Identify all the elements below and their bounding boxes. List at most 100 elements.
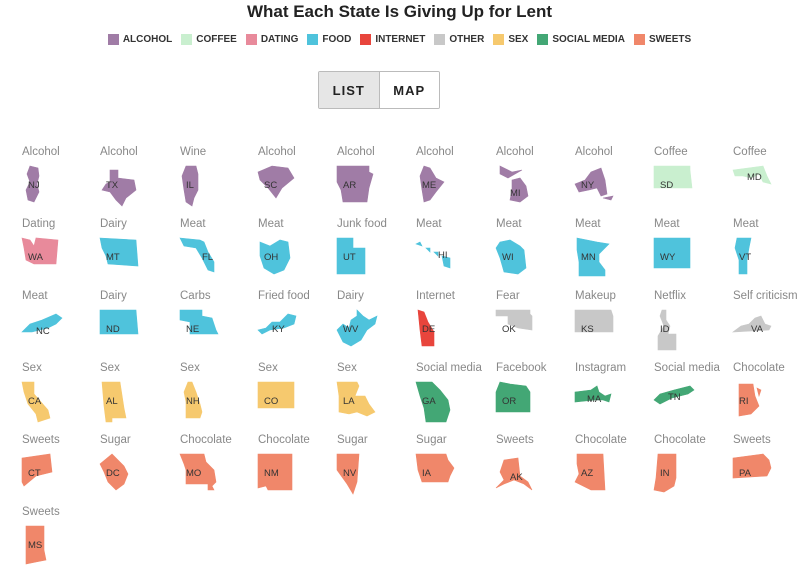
state-cell-sc[interactable]: Alcohol SC	[257, 146, 336, 216]
state-cell-id[interactable]: Netflix ID	[654, 290, 732, 360]
state-shape-container	[653, 453, 677, 493]
state-cell-ne[interactable]: Carbs NE	[179, 290, 258, 360]
state-cell-nj[interactable]: Alcohol NJ	[22, 146, 100, 216]
map-view-button[interactable]: MAP	[379, 72, 439, 108]
legend-label: SWEETS	[648, 34, 692, 45]
state-shape-nv	[336, 453, 360, 495]
state-shape-container	[732, 315, 772, 333]
state-cell-ia[interactable]: Sugar IA	[415, 434, 494, 504]
state-shape-container	[257, 453, 293, 491]
state-abbr: WA	[28, 252, 43, 263]
item-label: Dating	[22, 218, 56, 230]
state-cell-me[interactable]: Alcohol ME	[416, 146, 494, 216]
state-abbr: MO	[186, 468, 202, 479]
state-cell-ca[interactable]: Sex CA	[21, 362, 100, 432]
item-label: Sugar	[337, 434, 368, 446]
legend-label: FOOD	[322, 34, 352, 45]
state-cell-al[interactable]: Sex AL	[100, 362, 178, 432]
item-label: Chocolate	[180, 434, 232, 446]
state-shape-container	[25, 165, 40, 203]
state-cell-mi[interactable]: Alcohol MI	[496, 146, 574, 216]
state-abbr: NE	[186, 324, 200, 335]
state-cell-tn[interactable]: Social media TN	[653, 362, 732, 432]
state-cell-in[interactable]: Chocolate IN	[653, 434, 732, 504]
legend-swatch	[493, 34, 505, 45]
state-cell-mo[interactable]: Chocolate MO	[179, 434, 258, 504]
state-cell-ut[interactable]: Junk food UT	[336, 218, 415, 288]
item-label: Meat	[733, 218, 759, 230]
state-shape-container	[179, 237, 215, 273]
state-cell-az[interactable]: Chocolate AZ	[574, 434, 653, 504]
state-cell-mt[interactable]: Dairy MT	[99, 218, 178, 288]
state-shape-ia	[415, 453, 455, 483]
state-cell-nd[interactable]: Dairy ND	[99, 290, 178, 360]
state-cell-ms[interactable]: Sweets MS	[22, 506, 100, 576]
state-cell-nv[interactable]: Sugar NV	[336, 434, 415, 504]
state-abbr: OH	[264, 252, 279, 263]
state-abbr: CA	[28, 396, 42, 407]
item-label: Carbs	[180, 290, 211, 302]
state-shape-container	[101, 381, 127, 423]
item-label: Dairy	[100, 290, 127, 302]
state-cell-ri[interactable]: Chocolate RI	[733, 362, 799, 432]
state-cell-ma[interactable]: Instagram MA	[574, 362, 653, 432]
legend-item-alcohol: ALCOHOL	[107, 34, 172, 45]
state-shape-tn	[653, 385, 695, 405]
state-cell-wv[interactable]: Dairy WV	[336, 290, 415, 360]
legend-label: OTHER	[449, 34, 485, 45]
state-cell-de[interactable]: Internet DE	[416, 290, 494, 360]
state-cell-co[interactable]: Sex CO	[257, 362, 336, 432]
state-cell-va[interactable]: Self criticism VA	[732, 290, 799, 360]
state-cell-ny[interactable]: Alcohol NY	[574, 146, 653, 216]
state-cell-md[interactable]: Coffee MD	[732, 146, 799, 216]
state-shape-nd	[99, 309, 139, 335]
state-cell-oh[interactable]: Meat OH	[258, 218, 336, 288]
state-shape-wi	[495, 239, 527, 275]
state-shape-container	[257, 313, 297, 335]
state-cell-il[interactable]: Wine IL	[180, 146, 258, 216]
item-label: Fear	[496, 290, 520, 302]
state-shape-container	[259, 239, 291, 275]
state-cell-vt[interactable]: Meat VT	[733, 218, 799, 288]
state-cell-ct[interactable]: Sweets CT	[21, 434, 100, 504]
state-abbr: WV	[343, 324, 359, 335]
legend-label: COFFEE	[196, 34, 237, 45]
state-shape-container	[419, 165, 445, 203]
state-cell-nc[interactable]: Meat NC	[21, 290, 100, 360]
state-cell-ok[interactable]: Fear OK	[495, 290, 574, 360]
item-label: Sugar	[416, 434, 447, 446]
state-cell-ak[interactable]: Sweets AK	[495, 434, 574, 504]
state-cell-ar[interactable]: Alcohol AR	[336, 146, 415, 216]
state-shape-container	[179, 309, 219, 335]
state-cell-ks[interactable]: Makeup KS	[574, 290, 653, 360]
state-abbr: RI	[739, 396, 749, 407]
state-abbr: ME	[422, 180, 437, 191]
legend-label: INTERNET	[375, 34, 426, 45]
state-cell-nh[interactable]: Sex NH	[180, 362, 258, 432]
state-shape-container	[499, 165, 529, 203]
item-label: Self criticism	[733, 290, 798, 302]
state-cell-mn[interactable]: Meat MN	[575, 218, 653, 288]
state-cell-tx[interactable]: Alcohol TX	[100, 146, 178, 216]
list-view-button[interactable]: LIST	[319, 72, 380, 108]
view-toggle: LIST MAP	[318, 71, 440, 109]
state-shape-container	[99, 237, 139, 267]
state-cell-nm[interactable]: Chocolate NM	[257, 434, 336, 504]
state-cell-pa[interactable]: Sweets PA	[732, 434, 799, 504]
state-cell-sd[interactable]: Coffee SD	[653, 146, 732, 216]
state-cell-wi[interactable]: Meat WI	[495, 218, 574, 288]
state-shape-ut	[336, 237, 366, 275]
state-cell-dc[interactable]: Sugar DC	[99, 434, 178, 504]
state-cell-wa[interactable]: Dating WA	[21, 218, 100, 288]
state-cell-fl[interactable]: Meat FL	[179, 218, 258, 288]
state-abbr: SC	[264, 180, 278, 191]
state-cell-or[interactable]: Facebook OR	[495, 362, 574, 432]
state-abbr: VA	[751, 324, 763, 335]
state-cell-ky[interactable]: Fried food KY	[257, 290, 336, 360]
state-cell-hi[interactable]: Meat HI	[415, 218, 494, 288]
state-cell-wy[interactable]: Meat WY	[653, 218, 732, 288]
state-shape-container	[732, 453, 772, 479]
state-cell-la[interactable]: Sex LA	[336, 362, 415, 432]
state-cell-ga[interactable]: Social media GA	[415, 362, 494, 432]
state-abbr: DE	[422, 324, 436, 335]
